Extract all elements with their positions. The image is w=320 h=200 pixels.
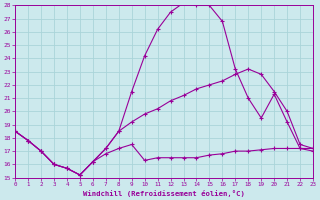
- X-axis label: Windchill (Refroidissement éolien,°C): Windchill (Refroidissement éolien,°C): [83, 190, 245, 197]
